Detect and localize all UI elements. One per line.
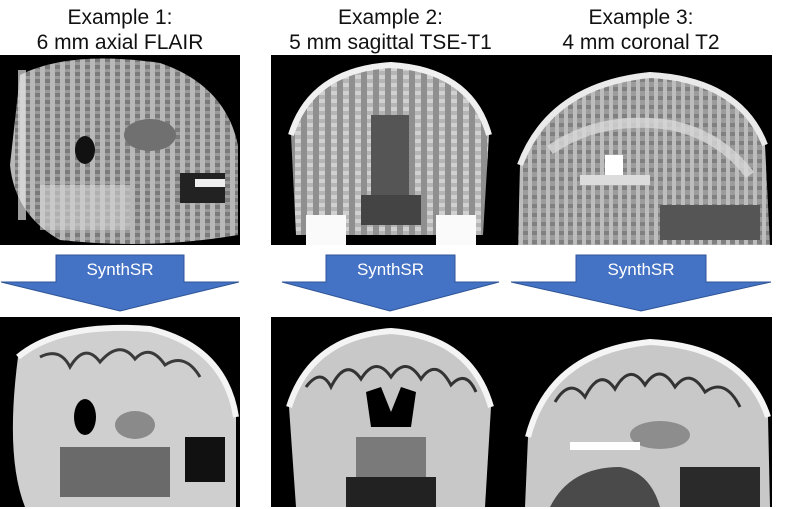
example-2-column: Example 2: 5 mm sagittal TSE-T1 SynthSR [271,0,510,509]
example-3-arrow-label: SynthSR [607,260,675,279]
example-1-title-line2: 6 mm axial FLAIR [36,31,204,54]
example-2-output-scan [271,317,510,507]
example-2-title-line2: 5 mm sagittal TSE-T1 [289,31,492,54]
example-2-arrow-label: SynthSR [356,260,425,279]
example-2-input-scan [271,55,510,245]
example-3-column: Example 3: 4 mm coronal T2 SynthSR [510,0,772,509]
example-1-output-scan [0,317,240,507]
example-3-output-scan [510,317,772,507]
example-3-synthsr-arrow: SynthSR [510,254,772,312]
example-2-synthsr-arrow: SynthSR [281,254,500,312]
example-3-title-line1: Example 3: [588,6,694,29]
example-3-input-scan [510,55,772,245]
example-1-arrow-label: SynthSR [86,260,154,279]
example-1-title-line1: Example 1: [67,6,173,29]
example-3-title-line2: 4 mm coronal T2 [562,31,720,54]
example-1-input-scan [0,55,240,245]
example-1-synthsr-arrow: SynthSR [0,254,240,312]
example-2-title-line1: Example 2: [337,6,444,29]
example-1-column: Example 1: 6 mm axial FLAIR SynthSR [0,0,240,509]
